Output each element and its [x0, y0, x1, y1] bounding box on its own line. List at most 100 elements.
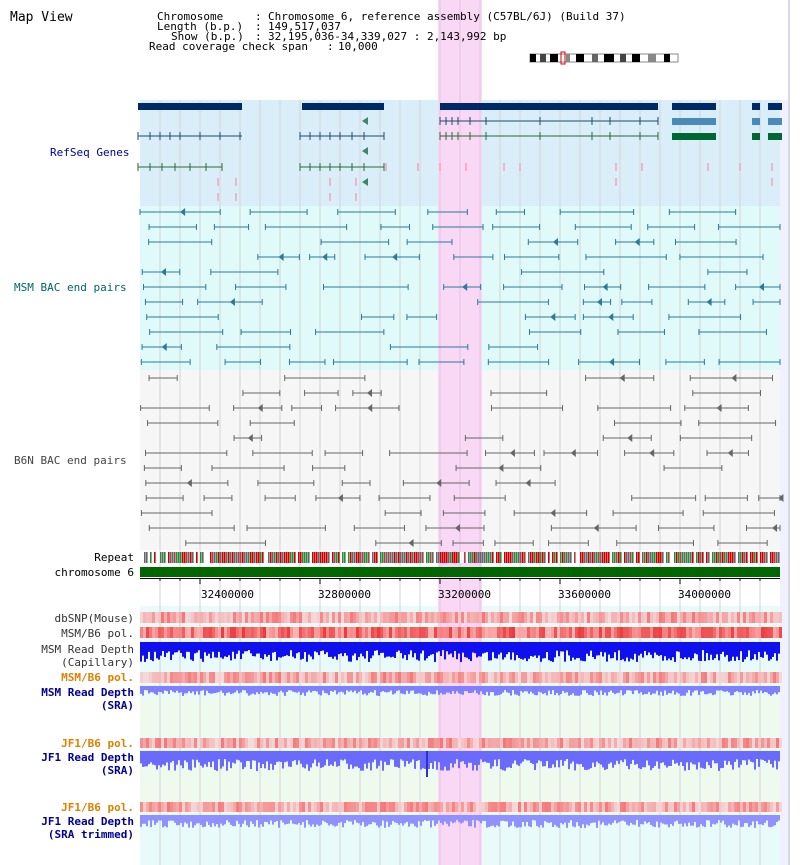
jf1-depth-sra-bar [532, 751, 534, 764]
msm-depth-sra-bar [296, 686, 298, 693]
msm-depth-sra-bar [440, 686, 442, 693]
msm-depth-capillary-bar [390, 642, 392, 658]
jf1-depth-trim-bar [536, 815, 538, 826]
msm-b6-pol-strip [716, 627, 719, 638]
jf1-depth-sra-bar [474, 751, 476, 766]
jf1-depth-sra-bar [140, 751, 142, 764]
jf1-depth-sra-bar [552, 751, 554, 765]
msm-depth-sra-bar [220, 686, 222, 691]
repeat-mark [444, 552, 446, 563]
dbsnp-strip [173, 612, 176, 623]
msm-b6-pol-strip [566, 627, 569, 638]
jf1-b6-pol-strip [164, 738, 167, 748]
msm-b6-pol-sra-strip [764, 672, 767, 683]
jf1-b6-pol-trim-strip [758, 802, 761, 812]
repeat-mark [306, 552, 308, 563]
jf1-depth-trim-bar [720, 815, 722, 823]
jf1-depth-trim-bar [428, 815, 430, 821]
repeat-mark [438, 552, 440, 563]
msm-depth-capillary-bar [438, 642, 440, 652]
jf1-b6-pol-trim-strip [518, 802, 521, 812]
jf1-b6-pol-strip [560, 738, 563, 748]
repeat-mark [176, 552, 178, 563]
dbsnp-strip [428, 612, 431, 623]
msm-b6-pol-strip [371, 627, 374, 638]
jf1-b6-pol-strip [152, 738, 155, 748]
jf1-depth-trim-bar [744, 815, 746, 824]
jf1-depth-trim-bar [320, 815, 322, 825]
repeat-mark [154, 552, 156, 563]
repeat-mark [486, 552, 488, 563]
dbsnp-strip [722, 612, 725, 623]
msm-b6-pol-strip [323, 627, 326, 638]
jf1-depth-trim-bar [262, 815, 264, 827]
msm-depth-capillary-bar [416, 642, 418, 660]
msm-depth-sra-bar [264, 686, 266, 693]
jf1-b6-pol-strip [314, 738, 317, 748]
jf1-depth-sra-bar [762, 751, 764, 760]
msm-depth-sra-bar [330, 686, 332, 691]
jf1-depth-trim-bar [462, 815, 464, 823]
repeat-mark [560, 552, 562, 563]
b6n-bac-pair-arrow [570, 449, 576, 457]
msm-b6-pol-sra-strip [422, 672, 425, 683]
jf1-b6-pol-strip [278, 738, 281, 748]
msm-depth-capillary-bar [190, 642, 192, 660]
repeat-mark [712, 552, 714, 563]
msm-depth-sra-bar [382, 686, 384, 692]
jf1-b6-pol-trim-strip [212, 802, 215, 812]
track-label-msm-bac[interactable]: MSM BAC end pairs [14, 281, 127, 294]
msm-depth-sra-bar [656, 686, 658, 691]
msm-b6-pol-sra-strip [215, 672, 218, 683]
jf1-b6-pol-trim-strip [464, 802, 467, 812]
jf1-depth-trim-bar [216, 815, 218, 825]
msm-depth-sra-bar [314, 686, 316, 691]
jf1-depth-sra-bar [518, 751, 520, 766]
jf1-b6-pol-trim-strip [155, 802, 158, 812]
jf1-depth-sra-bar [752, 751, 754, 763]
track-label-repeat: Repeat [94, 551, 134, 564]
msm-depth-sra-bar [722, 686, 724, 692]
jf1-depth-sra-bar [516, 751, 518, 765]
msm-depth-sra-bar [370, 686, 372, 692]
msm-depth-sra-bar [664, 686, 666, 691]
repeat-mark [184, 552, 186, 563]
msm-depth-capillary-bar [554, 642, 556, 658]
jf1-b6-pol-strip [623, 738, 626, 748]
msm-b6-pol-sra-strip [662, 672, 665, 683]
repeat-mark [572, 552, 574, 563]
track-label-b6n-bac[interactable]: B6N BAC end pairs [14, 454, 127, 467]
msm-b6-pol-strip [284, 627, 287, 638]
msm-depth-sra-bar [428, 686, 430, 692]
jf1-depth-sra-bar [772, 751, 774, 768]
msm-bac-pair-arrow [609, 358, 615, 366]
jf1-depth-trim-bar [414, 815, 416, 827]
msm-b6-pol-strip [632, 627, 635, 638]
msm-b6-pol-sra-strip [395, 672, 398, 683]
msm-b6-pol-strip [620, 627, 623, 638]
msm-depth-sra-bar [214, 686, 216, 694]
jf1-depth-sra-bar [652, 751, 654, 768]
repeat-mark [364, 552, 366, 563]
dbsnp-strip [407, 612, 410, 623]
msm-depth-sra-bar [198, 686, 200, 695]
msm-b6-pol-sra-strip [329, 672, 332, 683]
jf1-b6-pol-strip [188, 738, 191, 748]
msm-depth-sra-bar [372, 686, 374, 693]
repeat-mark [612, 552, 614, 563]
jf1-depth-sra-bar [484, 751, 486, 762]
jf1-depth-trim-bar [576, 815, 578, 823]
gene-strand-arrow [362, 147, 368, 155]
jf1-b6-pol-trim-strip [644, 802, 647, 812]
msm-b6-pol-sra-strip [269, 672, 272, 683]
jf1-depth-sra-bar [344, 751, 346, 760]
jf1-b6-pol-trim-strip [197, 802, 200, 812]
jf1-b6-pol-trim-strip [359, 802, 362, 812]
dbsnp-strip [512, 612, 515, 623]
msm-depth-sra-bar [686, 686, 688, 693]
track-label-refseq[interactable]: RefSeq Genes [50, 146, 130, 159]
repeat-mark [528, 552, 530, 563]
dbsnp-strip [443, 612, 446, 623]
repeat-mark [574, 552, 576, 563]
